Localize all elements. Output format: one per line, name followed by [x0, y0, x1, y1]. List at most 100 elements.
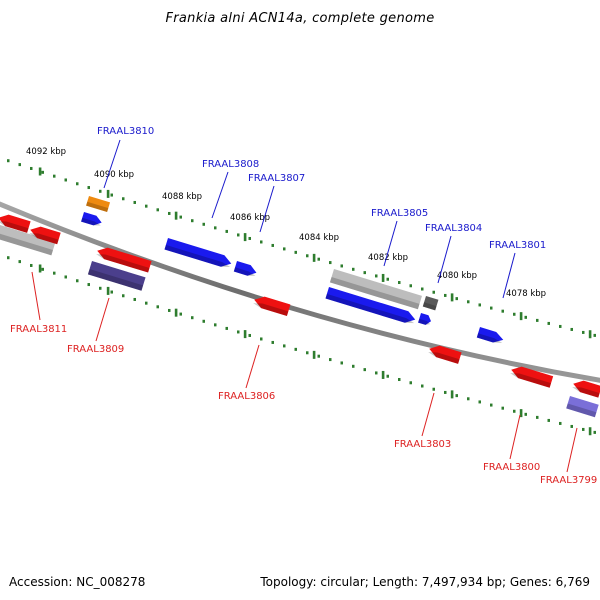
minor-tick	[467, 397, 470, 401]
gene-label[interactable]: FRAAL3803	[394, 439, 451, 450]
kbp-labels: 4092 kbp 4090 kbp 4088 kbp 4086 kbp 4084…	[26, 147, 546, 299]
leader-line	[509, 414, 521, 460]
gene-label[interactable]: FRAAL3804	[425, 223, 482, 234]
gene-FRAAL3807[interactable]	[233, 261, 258, 278]
minor-tick	[409, 284, 412, 288]
minor-tick	[559, 324, 562, 328]
major-tick	[519, 312, 523, 321]
accession-text: Accession: NC_008278	[9, 575, 145, 589]
minor-tick	[168, 308, 171, 312]
minor-tick	[501, 309, 504, 313]
minor-tick	[582, 330, 585, 334]
kbp-label: 4084 kbp	[299, 233, 339, 243]
major-tick	[450, 390, 454, 399]
gene-label[interactable]: FRAAL3810	[97, 126, 154, 137]
minor-tick	[30, 263, 33, 267]
major-tick	[38, 264, 42, 273]
gene-FRAAL3808[interactable]	[164, 238, 233, 269]
gene-FRAAL3811b[interactable]	[28, 224, 61, 245]
gene-gray-left[interactable]	[0, 225, 56, 256]
minor-tick	[53, 174, 56, 178]
minor-tick	[18, 260, 21, 264]
minor-tick	[547, 321, 550, 325]
kbp-label: 4092 kbp	[26, 147, 66, 157]
gene-label[interactable]: FRAAL3806	[218, 391, 275, 402]
kbp-label: 4086 kbp	[230, 213, 270, 223]
kbp-label: 4088 kbp	[162, 192, 202, 202]
gene-FRAAL3810[interactable]	[86, 196, 111, 212]
minor-tick	[87, 186, 90, 190]
minor-tick	[99, 286, 102, 290]
minor-tick	[432, 387, 435, 391]
minor-tick	[145, 204, 148, 208]
major-tick	[243, 233, 247, 242]
minor-tick	[593, 333, 596, 337]
kbp-label: 4078 kbp	[506, 289, 546, 299]
gene-FRAAL3811[interactable]	[0, 212, 31, 233]
minor-tick	[329, 261, 332, 265]
minor-tick	[283, 344, 286, 348]
major-tick	[106, 189, 110, 198]
gene-FRAAL3804[interactable]	[422, 296, 439, 311]
minor-tick	[237, 330, 240, 334]
gene-FRAAL3810b[interactable]	[81, 212, 103, 227]
gene-label[interactable]: FRAAL3811	[10, 324, 67, 335]
leader-line	[566, 427, 578, 473]
minor-tick	[570, 424, 573, 428]
minor-tick	[7, 159, 10, 163]
gene-label[interactable]: FRAAL3805	[371, 208, 428, 219]
minor-tick	[133, 200, 136, 204]
minor-tick	[536, 318, 539, 322]
minor-tick	[41, 267, 44, 271]
minor-tick	[64, 178, 67, 182]
minor-tick	[156, 305, 159, 309]
minor-tick	[363, 271, 366, 275]
minor-tick	[317, 257, 320, 261]
minor-tick	[582, 427, 585, 431]
minor-tick	[260, 337, 263, 341]
minor-tick	[7, 256, 10, 260]
major-tick	[312, 350, 316, 359]
label-leader-lines	[31, 139, 578, 473]
gene-FRAAL3809[interactable]	[95, 245, 152, 273]
inner-tick-ring	[7, 256, 596, 436]
gene-label[interactable]: FRAAL3800	[483, 462, 540, 473]
minor-tick	[271, 243, 274, 247]
major-tick	[174, 308, 178, 317]
gene-FRAAL3801[interactable]	[476, 327, 505, 345]
gene-label[interactable]: FRAAL3807	[248, 173, 305, 184]
minor-tick	[179, 312, 182, 316]
minor-tick	[524, 412, 527, 416]
gene-label[interactable]: FRAAL3808	[202, 159, 259, 170]
map-title: Frankia alni ACN14a, complete genome	[165, 11, 434, 26]
minor-tick	[386, 277, 389, 281]
kbp-label: 4080 kbp	[437, 271, 477, 281]
gene-label[interactable]: FRAAL3809	[67, 344, 124, 355]
gene-FRAAL3799b[interactable]	[566, 396, 599, 418]
minor-tick	[145, 301, 148, 305]
gene-FRAAL3803[interactable]	[427, 343, 462, 364]
minor-tick	[432, 290, 435, 294]
topology-text: Topology: circular; Length: 7,497,934 bp…	[259, 575, 590, 589]
gene-FRAAL3800[interactable]	[509, 364, 554, 388]
gene-FRAAL3804b[interactable]	[418, 313, 432, 326]
gene-FRAAL3806[interactable]	[252, 294, 291, 317]
minor-tick	[225, 229, 228, 233]
minor-tick	[421, 287, 424, 291]
gene-gray-mid[interactable]	[329, 269, 422, 310]
minor-tick	[306, 351, 309, 355]
gene-FRAAL3805[interactable]	[325, 287, 416, 325]
minor-tick	[53, 271, 56, 275]
gene-label[interactable]: FRAAL3799	[540, 475, 597, 486]
minor-tick	[398, 378, 401, 382]
minor-tick	[110, 290, 113, 294]
minor-tick	[64, 275, 67, 279]
gene-label[interactable]: FRAAL3801	[489, 240, 546, 251]
minor-tick	[444, 390, 447, 394]
minor-tick	[398, 281, 401, 285]
leader-line	[437, 235, 452, 284]
minor-tick	[536, 415, 539, 419]
major-tick	[243, 330, 247, 339]
gene-navy[interactable]	[87, 261, 146, 291]
gene-FRAAL3799[interactable]	[571, 378, 600, 398]
